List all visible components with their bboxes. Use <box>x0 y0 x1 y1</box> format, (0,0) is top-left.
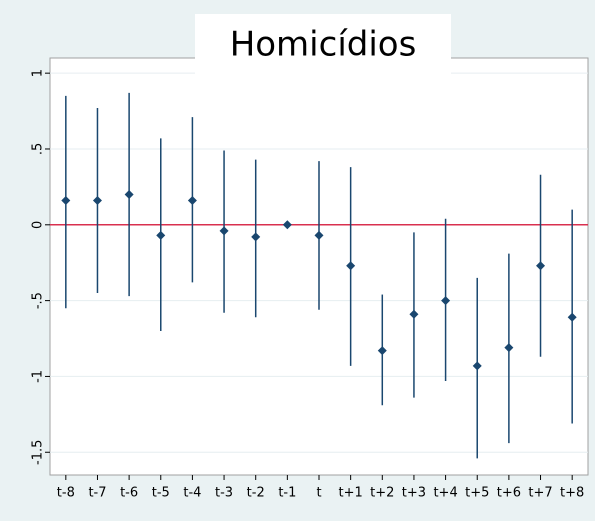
point <box>124 189 134 199</box>
y-tick-label: -1 <box>31 370 46 383</box>
point <box>219 226 229 236</box>
point <box>409 309 419 319</box>
x-tick-label: t+8 <box>560 486 584 501</box>
point <box>61 196 71 206</box>
y-tick-label: .5 <box>31 143 46 155</box>
point <box>314 230 324 240</box>
x-tick-label: t-6 <box>120 486 138 501</box>
x-tick-label: t+2 <box>370 486 394 501</box>
x-tick-label: t-8 <box>57 486 75 501</box>
point <box>504 343 514 353</box>
y-tick-label: 1 <box>31 69 46 77</box>
x-tick-label: t-1 <box>278 486 296 501</box>
y-tick-label: -.5 <box>31 292 46 309</box>
y-tick-label: -1.5 <box>31 440 46 465</box>
point <box>156 230 166 240</box>
x-tick-label: t-7 <box>88 486 106 501</box>
point <box>92 196 102 206</box>
x-tick-label: t+6 <box>497 486 521 501</box>
point <box>251 232 261 242</box>
x-tick-label: t-2 <box>247 486 265 501</box>
x-tick-label: t+3 <box>402 486 426 501</box>
chart-title: Homicídios <box>230 25 417 65</box>
point <box>282 220 292 230</box>
x-tick-label: t-5 <box>152 486 170 501</box>
x-tick-label: t+4 <box>433 486 457 501</box>
x-tick-label: t+5 <box>465 486 489 501</box>
point <box>187 196 197 206</box>
point <box>377 346 387 356</box>
point <box>346 261 356 271</box>
point <box>441 296 451 306</box>
y-tick-label: 0 <box>31 221 46 229</box>
point <box>536 261 546 271</box>
x-tick-label: t-3 <box>215 486 233 501</box>
x-tick-label: t-4 <box>183 486 201 501</box>
point <box>472 361 482 371</box>
x-tick-label: t <box>316 486 321 501</box>
point <box>567 312 577 322</box>
title-box <box>195 14 451 74</box>
x-tick-label: t+1 <box>339 486 363 501</box>
x-tick-label: t+7 <box>528 486 552 501</box>
